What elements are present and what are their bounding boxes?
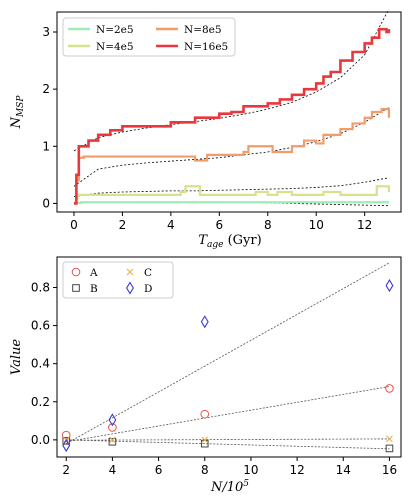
top-legend: N=2e5 N=4e5 N=8e5 N=16e5 (62, 17, 236, 57)
bottom-x-axis-label: N/105 (210, 479, 249, 495)
top-x-axis-label: Tage (Gyr) (198, 233, 261, 250)
top-x-tick-label: 12 (357, 218, 372, 232)
data-point (200, 409, 210, 419)
bottom-y-axis-label: Value (9, 339, 24, 375)
legend-label: N=4e5 (96, 41, 134, 53)
bottom-x-tick-label: 12 (289, 463, 304, 477)
fit-line (66, 386, 390, 443)
series-line (73, 185, 390, 205)
data-point (201, 436, 209, 444)
top-x-tick-label: 10 (309, 218, 324, 232)
bottom-chart-panel: 2 4 6 8 10 12 14 16 0.0 0.2 0.4 0.6 0.8 AB CD N/105 Va… (9, 256, 402, 495)
top-y-tick-label: 2 (42, 82, 50, 96)
legend-label: C (144, 267, 152, 279)
bottom-legend: AB CD (62, 261, 174, 299)
legend-label: N=2e5 (96, 24, 134, 36)
bottom-y-tick-label: 0.4 (31, 357, 50, 371)
fit-line (73, 8, 390, 152)
legend-frame (62, 261, 174, 299)
top-plot-frame (56, 11, 402, 213)
legend-label: B (90, 283, 98, 295)
data-point (126, 281, 134, 295)
data-point (62, 437, 71, 445)
data-point (72, 284, 80, 292)
legend-label: N=8e5 (184, 24, 222, 36)
data-point (385, 444, 394, 453)
bottom-chart-content: 2 4 6 8 10 12 14 16 0.0 0.2 0.4 0.6 0.8 AB CD (31, 261, 397, 477)
top-y-tick-label: 1 (42, 139, 50, 153)
fit-line (66, 439, 390, 450)
top-x-tick-label: 4 (167, 218, 175, 232)
data-point (385, 279, 394, 293)
bottom-x-tick-label: 16 (382, 463, 397, 477)
top-x-tick-label: 8 (264, 218, 272, 232)
fit-line (66, 438, 390, 441)
series-line (73, 201, 389, 205)
data-point (108, 413, 117, 427)
fit-line (73, 177, 389, 197)
top-y-tick-label: 0 (42, 196, 50, 210)
bottom-x-tick-label: 4 (109, 463, 117, 477)
series-line (73, 27, 391, 205)
top-x-tick-label: 6 (215, 218, 223, 232)
legend-label: N=16e5 (184, 41, 228, 53)
legend-label: A (89, 267, 98, 279)
data-point (385, 384, 394, 393)
data-point (200, 315, 209, 329)
top-x-tick-label: 0 (70, 218, 78, 232)
bottom-y-tick-label: 0.2 (31, 395, 50, 409)
legend-label: D (144, 283, 152, 295)
data-point (108, 437, 117, 446)
bottom-x-tick-label: 8 (201, 463, 209, 477)
top-y-axis-label: NMSP (9, 95, 26, 130)
data-point (126, 268, 134, 276)
data-point (61, 430, 71, 440)
bottom-x-tick-label: 14 (336, 463, 351, 477)
data-point (109, 436, 116, 444)
data-point (386, 435, 393, 443)
series-line (73, 108, 390, 205)
bottom-plot-frame (56, 256, 402, 458)
data-point (71, 267, 81, 277)
bottom-x-tick-label: 6 (155, 463, 163, 477)
fit-line (73, 107, 390, 187)
bottom-x-tick-label: 2 (62, 463, 70, 477)
data-point (62, 439, 71, 453)
top-x-tick-label: 2 (119, 218, 127, 232)
bottom-y-tick-label: 0.6 (31, 319, 50, 333)
bottom-y-tick-label: 0.8 (31, 280, 50, 294)
legend-frame (62, 17, 236, 57)
top-y-tick-label: 3 (42, 25, 50, 39)
bottom-y-tick-label: 0.0 (31, 433, 50, 447)
bottom-x-tick-label: 10 (243, 463, 258, 477)
data-point (108, 423, 117, 432)
fit-line (66, 262, 390, 445)
